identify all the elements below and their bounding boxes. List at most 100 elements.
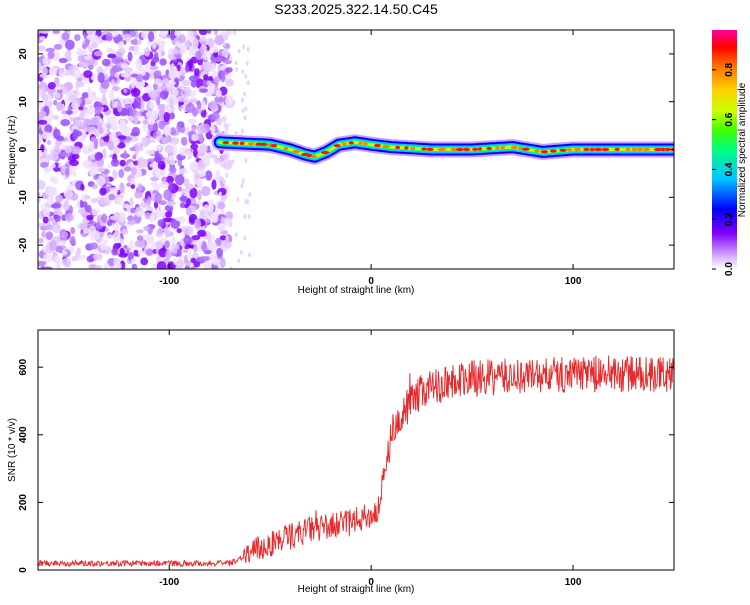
noise-blob bbox=[178, 168, 188, 175]
noise-blob bbox=[152, 131, 157, 140]
noise-blob bbox=[164, 144, 174, 154]
noise-blob bbox=[124, 103, 132, 109]
noise-blob bbox=[108, 48, 113, 54]
noise-blob bbox=[117, 242, 122, 248]
snr-ylabel: SNR (10 * v/v) bbox=[7, 418, 18, 482]
noise-blob bbox=[130, 258, 137, 263]
noise-blob bbox=[129, 207, 136, 213]
noise-blob bbox=[176, 259, 184, 269]
noise-blob bbox=[243, 115, 247, 121]
noise-blob bbox=[89, 230, 100, 241]
noise-blob bbox=[185, 206, 192, 216]
spectrogram-xtick-label: -100 bbox=[159, 276, 179, 287]
ridge-peak bbox=[455, 147, 464, 152]
noise-blob bbox=[111, 56, 121, 65]
ridge-peak bbox=[477, 147, 482, 151]
noise-blob bbox=[244, 73, 248, 79]
noise-blob bbox=[58, 68, 66, 78]
noise-blob bbox=[113, 211, 121, 222]
noise-blob bbox=[236, 196, 240, 202]
spectrogram-ytick-label: 10 bbox=[18, 96, 29, 108]
noise-blob bbox=[170, 218, 181, 229]
ridge-peak bbox=[283, 146, 289, 151]
noise-blob bbox=[136, 210, 146, 216]
noise-blob bbox=[71, 153, 80, 160]
noise-blob bbox=[101, 58, 111, 67]
noise-blob bbox=[165, 211, 172, 218]
noise-blob bbox=[123, 88, 128, 94]
noise-blob bbox=[130, 88, 141, 98]
noise-blob bbox=[61, 231, 69, 239]
noise-blob bbox=[167, 200, 177, 207]
noise-blob bbox=[45, 47, 56, 53]
noise-blob bbox=[120, 72, 131, 78]
noise-blob bbox=[200, 123, 211, 134]
noise-blob bbox=[123, 150, 128, 160]
noise-blob bbox=[173, 257, 178, 266]
noise-blob bbox=[201, 50, 212, 60]
noise-blob bbox=[91, 96, 101, 102]
snr-xtick-label: -100 bbox=[159, 577, 179, 588]
noise-blob bbox=[165, 106, 173, 113]
noise-blob bbox=[105, 32, 113, 42]
noise-blob bbox=[212, 45, 219, 53]
ridge-peak bbox=[653, 147, 663, 152]
noise-blob bbox=[159, 181, 170, 189]
noise-blob bbox=[199, 255, 210, 262]
noise-blob bbox=[213, 30, 218, 36]
noise-blob bbox=[195, 50, 202, 61]
noise-blob bbox=[155, 241, 164, 249]
noise-blob bbox=[130, 131, 140, 137]
noise-blob bbox=[218, 176, 222, 182]
noise-blob bbox=[162, 217, 173, 222]
noise-blob bbox=[242, 44, 246, 50]
noise-blob bbox=[130, 77, 136, 89]
noise-blob bbox=[93, 50, 103, 57]
noise-blob bbox=[147, 31, 155, 43]
noise-blob bbox=[90, 198, 99, 203]
noise-blob bbox=[76, 80, 85, 88]
noise-blob bbox=[225, 67, 233, 73]
ridge-peak bbox=[643, 147, 651, 152]
noise-blob bbox=[47, 139, 52, 146]
noise-blob bbox=[81, 92, 89, 99]
noise-blob bbox=[44, 124, 53, 134]
noise-blob bbox=[42, 207, 51, 218]
noise-blob bbox=[187, 251, 193, 260]
noise-blob bbox=[110, 120, 119, 132]
noise-blob bbox=[55, 194, 64, 203]
noise-blob bbox=[112, 137, 120, 146]
noise-blob bbox=[158, 42, 165, 48]
noise-blob bbox=[93, 174, 99, 180]
noise-blob bbox=[113, 66, 123, 72]
noise-blob bbox=[210, 234, 216, 240]
noise-blob bbox=[121, 107, 130, 116]
noise-blob bbox=[246, 80, 250, 86]
noise-blob bbox=[82, 43, 88, 50]
noise-blob bbox=[38, 61, 42, 73]
noise-blob bbox=[75, 50, 86, 56]
noise-blob bbox=[193, 243, 198, 253]
noise-blob bbox=[200, 186, 211, 197]
noise-blob bbox=[50, 203, 61, 209]
noise-blob bbox=[84, 195, 91, 200]
noise-blob bbox=[106, 164, 113, 169]
noise-blob bbox=[70, 227, 76, 235]
noise-blob bbox=[190, 266, 197, 269]
ridge-peak bbox=[362, 142, 368, 146]
noise-blob bbox=[192, 148, 198, 157]
noise-blob bbox=[135, 110, 142, 117]
noise-blob bbox=[141, 30, 150, 40]
ridge-peak bbox=[631, 147, 638, 152]
noise-blob bbox=[79, 111, 86, 120]
noise-blob bbox=[234, 232, 238, 238]
noise-blob bbox=[137, 183, 142, 192]
noise-blob bbox=[84, 204, 92, 213]
noise-blob bbox=[233, 30, 237, 36]
noise-blob bbox=[91, 136, 96, 143]
noise-blob bbox=[89, 242, 99, 250]
noise-blob bbox=[123, 166, 132, 172]
ridge-peak bbox=[292, 149, 301, 154]
chart-title: S233.2025.322.14.50.C45 bbox=[274, 1, 438, 17]
